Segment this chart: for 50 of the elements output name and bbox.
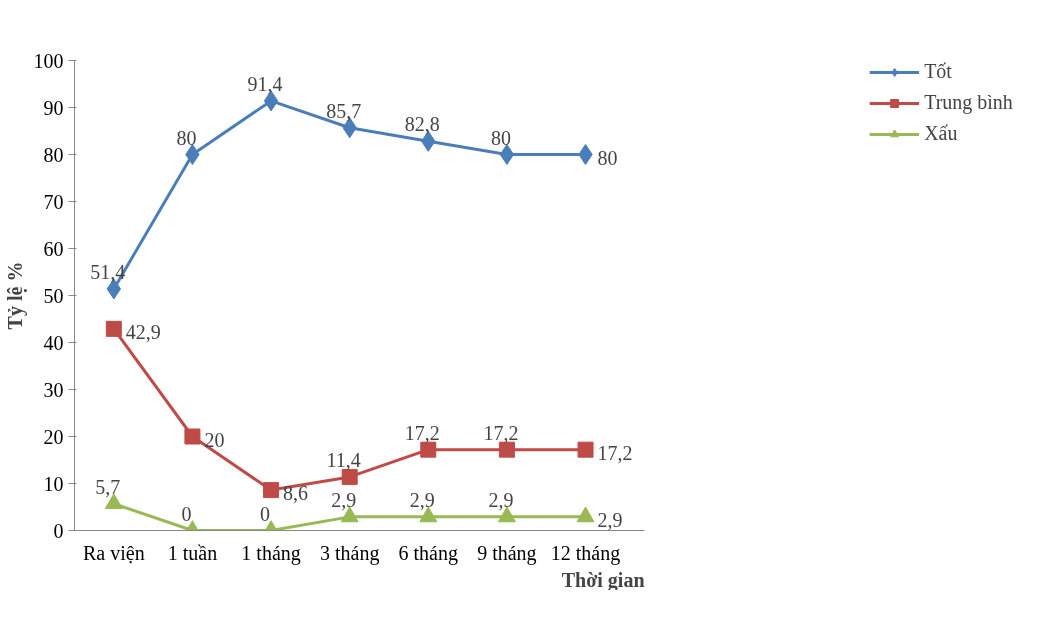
x-tick-label: 12 tháng bbox=[550, 541, 621, 565]
data-label: 2,9 bbox=[488, 488, 514, 511]
y-tick-label: 30 bbox=[43, 378, 64, 401]
x-tick-label: 1 tháng bbox=[241, 541, 301, 565]
legend-label: Xấu bbox=[924, 122, 958, 145]
data-label: 2,9 bbox=[597, 508, 623, 531]
data-label: 80 bbox=[597, 146, 618, 169]
data-label: 42,9 bbox=[125, 320, 161, 343]
y-tick-label: 10 bbox=[43, 472, 64, 495]
data-label: 85,7 bbox=[326, 99, 362, 122]
y-tick-label: 70 bbox=[43, 190, 64, 213]
x-tick-label: 6 tháng bbox=[398, 541, 459, 565]
data-label: 11,4 bbox=[326, 448, 361, 471]
point bbox=[263, 482, 280, 499]
y-tick-label: 20 bbox=[43, 425, 64, 448]
data-label: 2,9 bbox=[409, 488, 435, 511]
y-tick-label: 40 bbox=[43, 331, 64, 354]
point bbox=[184, 428, 201, 445]
data-label: 82,8 bbox=[404, 113, 440, 136]
data-label: 0 bbox=[260, 502, 271, 525]
x-tick-label: Ra viện bbox=[82, 541, 145, 564]
legend-label: Tốt bbox=[924, 60, 952, 83]
data-label: 17,2 bbox=[483, 421, 519, 444]
point bbox=[499, 144, 515, 165]
data-label: 20 bbox=[204, 428, 225, 451]
x-tick-label: 3 tháng bbox=[319, 541, 380, 565]
data-label: 8,6 bbox=[283, 482, 309, 505]
x-tick-label: 1 tuần bbox=[167, 541, 218, 564]
point bbox=[577, 441, 594, 458]
data-label: 80 bbox=[490, 126, 511, 149]
data-label: 2,9 bbox=[331, 488, 357, 511]
data-label: 5,7 bbox=[95, 475, 121, 498]
x-tick-label: 9 tháng bbox=[477, 541, 537, 565]
y-tick-label: 90 bbox=[43, 96, 64, 119]
data-label: 0 bbox=[181, 502, 192, 525]
data-label: 17,2 bbox=[404, 421, 440, 444]
point bbox=[576, 506, 595, 523]
y-tick-label: 80 bbox=[43, 143, 64, 166]
point bbox=[185, 144, 200, 165]
data-label: 80 bbox=[176, 126, 197, 149]
data-label: 91,4 bbox=[247, 72, 283, 95]
data-label: 17,2 bbox=[597, 441, 633, 464]
y-tick-label: 60 bbox=[43, 237, 64, 260]
y-tick-label: 50 bbox=[43, 284, 64, 307]
y-axis-title: Tỷ lệ % bbox=[3, 261, 27, 330]
point bbox=[105, 320, 122, 337]
point bbox=[578, 144, 593, 165]
legend-label: Trung bình bbox=[924, 91, 1013, 114]
y-tick-label: 100 bbox=[33, 49, 64, 72]
y-tick-label: 0 bbox=[53, 519, 64, 542]
